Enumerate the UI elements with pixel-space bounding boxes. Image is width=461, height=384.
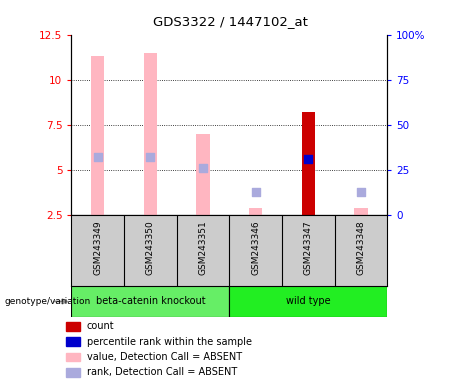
Text: GSM243347: GSM243347 — [304, 221, 313, 275]
Point — [199, 165, 207, 171]
Text: GSM243350: GSM243350 — [146, 221, 155, 275]
Bar — [71, 286, 230, 317]
Bar — [66, 368, 80, 377]
Bar — [249, 208, 262, 215]
Text: percentile rank within the sample: percentile rank within the sample — [87, 337, 252, 347]
Bar — [229, 286, 387, 317]
Text: genotype/variation: genotype/variation — [5, 297, 91, 306]
Point — [147, 154, 154, 161]
Bar — [144, 53, 157, 215]
Bar — [196, 134, 210, 215]
Bar — [91, 56, 104, 215]
Text: beta-catenin knockout: beta-catenin knockout — [95, 296, 205, 306]
Text: GSM243348: GSM243348 — [356, 221, 366, 275]
Bar — [66, 322, 80, 331]
Text: GSM243349: GSM243349 — [93, 221, 102, 275]
Bar — [355, 208, 367, 215]
Text: GSM243351: GSM243351 — [199, 221, 207, 275]
Text: GSM243346: GSM243346 — [251, 221, 260, 275]
Text: wild type: wild type — [286, 296, 331, 306]
Text: rank, Detection Call = ABSENT: rank, Detection Call = ABSENT — [87, 367, 237, 377]
Point — [94, 154, 101, 161]
Point — [357, 189, 365, 195]
Point — [305, 156, 312, 162]
Bar — [66, 353, 80, 361]
Bar — [66, 338, 80, 346]
Text: GDS3322 / 1447102_at: GDS3322 / 1447102_at — [153, 15, 308, 28]
Point — [252, 189, 260, 195]
Text: count: count — [87, 321, 114, 331]
Text: value, Detection Call = ABSENT: value, Detection Call = ABSENT — [87, 352, 242, 362]
Bar — [301, 112, 315, 215]
